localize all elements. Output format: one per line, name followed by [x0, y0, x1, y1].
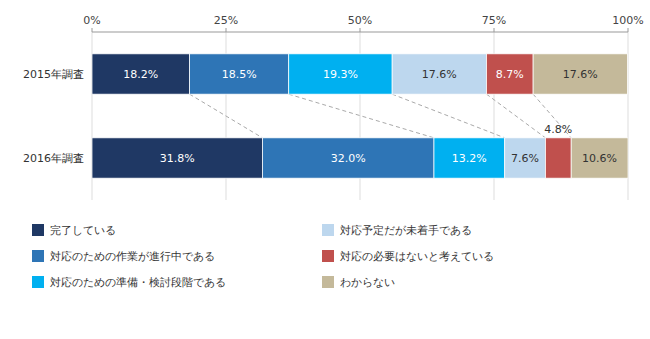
connector-line — [289, 94, 434, 138]
legend-label: 対応のための準備・検討段階である — [50, 276, 226, 289]
data-label: 18.5% — [222, 68, 257, 81]
tick-mark — [360, 28, 361, 32]
tick-mark — [494, 28, 495, 32]
legend: 完了している対応のための作業が進行中である対応のための準備・検討段階である 対応予… — [32, 224, 494, 289]
data-label: 7.6% — [511, 152, 539, 165]
legend-label: 対応のための作業が進行中である — [50, 250, 215, 263]
legend-item: 完了している — [32, 224, 116, 237]
data-label: 17.6% — [422, 68, 457, 81]
bar-segment — [392, 54, 486, 94]
bars — [92, 54, 628, 178]
legend-swatch — [322, 224, 334, 236]
bar-segment — [92, 138, 262, 178]
legend-item: 対応予定だが未着手である — [322, 224, 472, 237]
legend-swatch — [32, 250, 44, 262]
legend-label: わからない — [340, 276, 395, 289]
data-label: 13.2% — [452, 152, 487, 165]
data-label: 8.7% — [496, 68, 524, 81]
tick-mark — [226, 28, 227, 32]
connector-line — [392, 94, 505, 138]
legend-label: 完了している — [50, 224, 116, 237]
data-label: 31.8% — [160, 152, 195, 165]
bar-segment — [545, 138, 571, 178]
connectors — [190, 94, 572, 138]
legend-swatch — [322, 276, 334, 288]
tick-mark — [92, 28, 93, 32]
legend-item: 対応の必要はないと考えている — [322, 250, 494, 263]
connector-line — [190, 94, 263, 138]
bar-segment — [533, 54, 627, 94]
connector-line — [486, 94, 545, 138]
category-label: 2016年調査 — [23, 152, 84, 165]
data-label: 18.2% — [123, 68, 158, 81]
legend-label: 対応の必要はないと考えている — [340, 250, 494, 263]
data-label: 17.6% — [563, 68, 598, 81]
bar-segment — [190, 54, 289, 94]
legend-item: 対応のための準備・検討段階である — [32, 276, 226, 289]
legend-swatch — [322, 250, 334, 262]
bar-segment — [92, 54, 190, 94]
grid — [92, 32, 628, 200]
data-label: 32.0% — [331, 152, 366, 165]
bar-segment — [434, 138, 505, 178]
data-label: 10.6% — [582, 152, 617, 165]
legend-swatch — [32, 276, 44, 288]
tick-label: 0% — [83, 14, 100, 27]
bar-segment — [571, 138, 628, 178]
legend-swatch — [32, 224, 44, 236]
data-labels: 18.2% 18.5% 19.3% 17.6% 8.7% 17.6% 31.8% 32.0% 1… — [123, 68, 617, 165]
y-axis: 2015年調査 2016年調査 — [23, 68, 84, 165]
legend-label: 対応予定だが未着手である — [340, 224, 472, 237]
bar-segment — [262, 138, 434, 178]
bar-segment — [486, 54, 533, 94]
data-label: 4.8% — [544, 123, 572, 136]
tick-label: 25% — [214, 14, 238, 27]
tick-mark — [628, 28, 629, 32]
x-axis: 0% 25% 50% 75% 100% — [83, 14, 643, 32]
chart-container: 0%25%50%75%100%2015年調査2016年調査18.2%18.5%1… — [0, 0, 650, 339]
tick-label: 50% — [348, 14, 372, 27]
legend-item: わからない — [322, 276, 395, 289]
category-label: 2015年調査 — [23, 68, 84, 81]
tick-label: 100% — [612, 14, 643, 27]
bar-segment — [289, 54, 392, 94]
bar-segment — [505, 138, 546, 178]
tick-label: 75% — [482, 14, 506, 27]
legend-item: 対応のための作業が進行中である — [32, 250, 215, 263]
chart-svg: 0%25%50%75%100%2015年調査2016年調査18.2%18.5%1… — [0, 0, 650, 339]
data-label: 19.3% — [323, 68, 358, 81]
